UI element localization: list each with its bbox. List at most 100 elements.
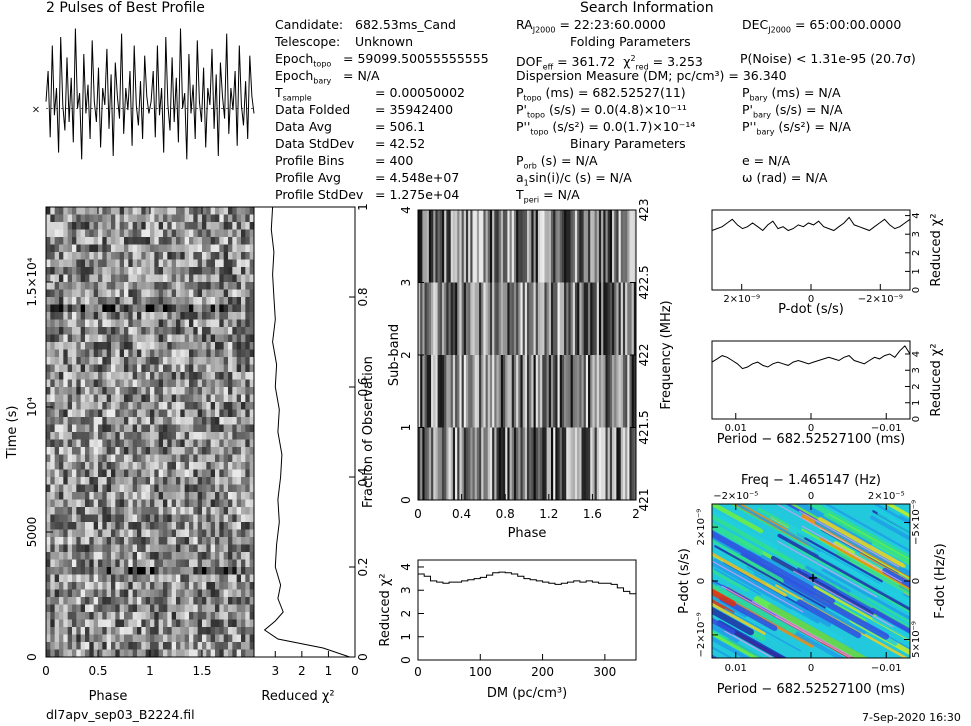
pixel [102, 244, 107, 253]
pixel [564, 355, 567, 428]
pixel [180, 297, 185, 305]
pixel [223, 544, 229, 553]
pixel [189, 342, 194, 350]
pixel [63, 304, 68, 313]
pixel [98, 559, 103, 568]
pixel [167, 492, 172, 500]
pixel [167, 649, 172, 658]
pixel [167, 297, 172, 305]
pixel [98, 604, 103, 613]
pixel [85, 289, 90, 298]
pixel [72, 627, 77, 635]
pixel [145, 439, 151, 448]
pixel [59, 627, 64, 635]
pixel [184, 349, 190, 358]
time-chi2-line [263, 206, 350, 658]
pixel [141, 499, 146, 508]
pixel [163, 522, 168, 530]
pixel [232, 252, 237, 260]
pixel [223, 514, 229, 523]
pixel [80, 627, 86, 635]
pixel [137, 612, 142, 620]
pixel [189, 349, 194, 358]
pixel [132, 492, 138, 500]
pixel [219, 469, 224, 478]
pixel [193, 402, 198, 410]
pixel [63, 327, 68, 335]
pixel [189, 567, 194, 575]
pixel [455, 355, 458, 428]
pixel [154, 349, 159, 358]
pixel [46, 634, 51, 643]
pixel [98, 417, 103, 425]
pixel [197, 499, 203, 508]
pixel [184, 409, 190, 418]
map-streak [712, 654, 719, 658]
pixel [461, 355, 465, 428]
pixel [111, 424, 116, 433]
pixel [89, 582, 94, 590]
pixel [171, 379, 177, 388]
pixel [59, 409, 64, 418]
pixel [46, 582, 51, 590]
pixel [236, 319, 242, 328]
pixel [132, 559, 138, 568]
pixel [124, 507, 129, 515]
pixel [223, 522, 229, 530]
pdot-bary-line: P'bary (s/s) = N/A [742, 102, 843, 120]
pixel [232, 649, 237, 658]
pixel [85, 522, 90, 530]
pixel [106, 529, 112, 538]
pixel [583, 210, 587, 283]
pixel [245, 222, 250, 230]
pixel [481, 210, 484, 283]
pixel [228, 297, 233, 305]
pixel [46, 357, 51, 365]
pixel [98, 627, 103, 635]
pixel [124, 334, 129, 343]
pixel [167, 214, 172, 223]
x-tick-label: 2×10⁻⁹ [723, 294, 760, 305]
pixel [106, 342, 112, 350]
pixel [228, 559, 233, 568]
pixel [93, 327, 99, 335]
pixel [145, 634, 151, 643]
pixel [202, 237, 207, 245]
pixel [206, 582, 211, 590]
pixel [241, 304, 246, 313]
pixel [215, 507, 220, 515]
pixel [228, 229, 233, 238]
pixel [63, 357, 68, 365]
pixel [85, 327, 90, 335]
pixel [210, 477, 216, 485]
pixel [102, 387, 107, 395]
pixel [572, 210, 576, 283]
pixel [145, 544, 151, 553]
pixel [46, 364, 51, 373]
pixel [54, 514, 60, 523]
pixel [241, 237, 246, 245]
pixel [115, 244, 120, 253]
pixel [150, 387, 155, 395]
pixel [85, 372, 90, 380]
pixel [210, 514, 216, 523]
pixel [215, 597, 220, 605]
pixel [180, 642, 185, 650]
pixel [594, 427, 598, 501]
pixel [137, 499, 142, 508]
pixel [171, 567, 177, 575]
pixel [76, 207, 81, 215]
pixel [85, 492, 90, 500]
pixel [59, 304, 64, 313]
pixel [232, 454, 237, 463]
pixel [63, 409, 68, 418]
pixel [193, 319, 198, 328]
pixel [98, 222, 103, 230]
pixel [189, 604, 194, 613]
pixel [450, 282, 454, 356]
pixel [489, 355, 493, 428]
pixel [132, 417, 138, 425]
pixel [145, 447, 151, 455]
pixel [128, 507, 133, 515]
pixel [236, 597, 242, 605]
